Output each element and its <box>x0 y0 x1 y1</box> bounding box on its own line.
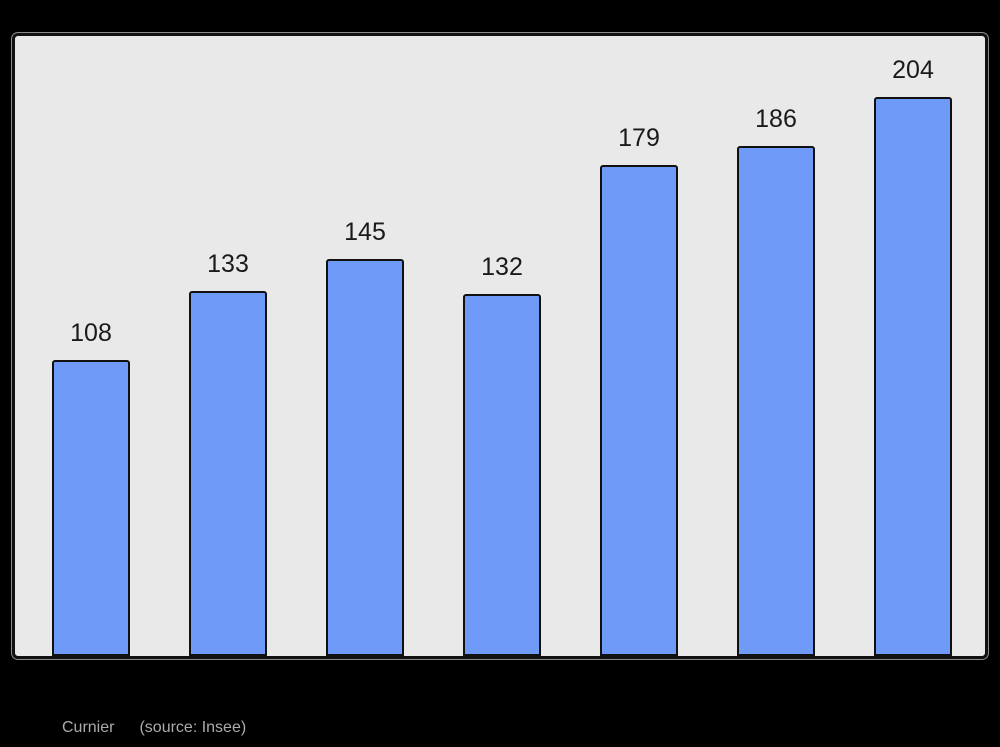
bar <box>189 291 267 656</box>
bar-value-label: 179 <box>618 124 660 152</box>
chart-caption: Curnier (source: Insee) <box>62 719 246 737</box>
bar <box>737 146 815 656</box>
bar-value-label: 133 <box>207 250 249 278</box>
bar-value-label: 108 <box>70 319 112 347</box>
bar-value-label: 204 <box>892 56 934 84</box>
plot-area: 108 133 145 132 179 186 204 <box>15 36 985 656</box>
bar-value-label: 132 <box>481 253 523 281</box>
bar <box>52 360 130 656</box>
bar-value-label: 186 <box>755 105 797 133</box>
bar <box>326 259 404 656</box>
bar-value-label: 145 <box>344 218 386 246</box>
bar <box>463 294 541 656</box>
bar <box>874 97 952 656</box>
chart-panel: 108 133 145 132 179 186 204 <box>12 33 988 659</box>
bar <box>600 165 678 656</box>
caption-place-name: Curnier <box>62 719 115 736</box>
caption-source: (source: Insee) <box>139 719 247 736</box>
